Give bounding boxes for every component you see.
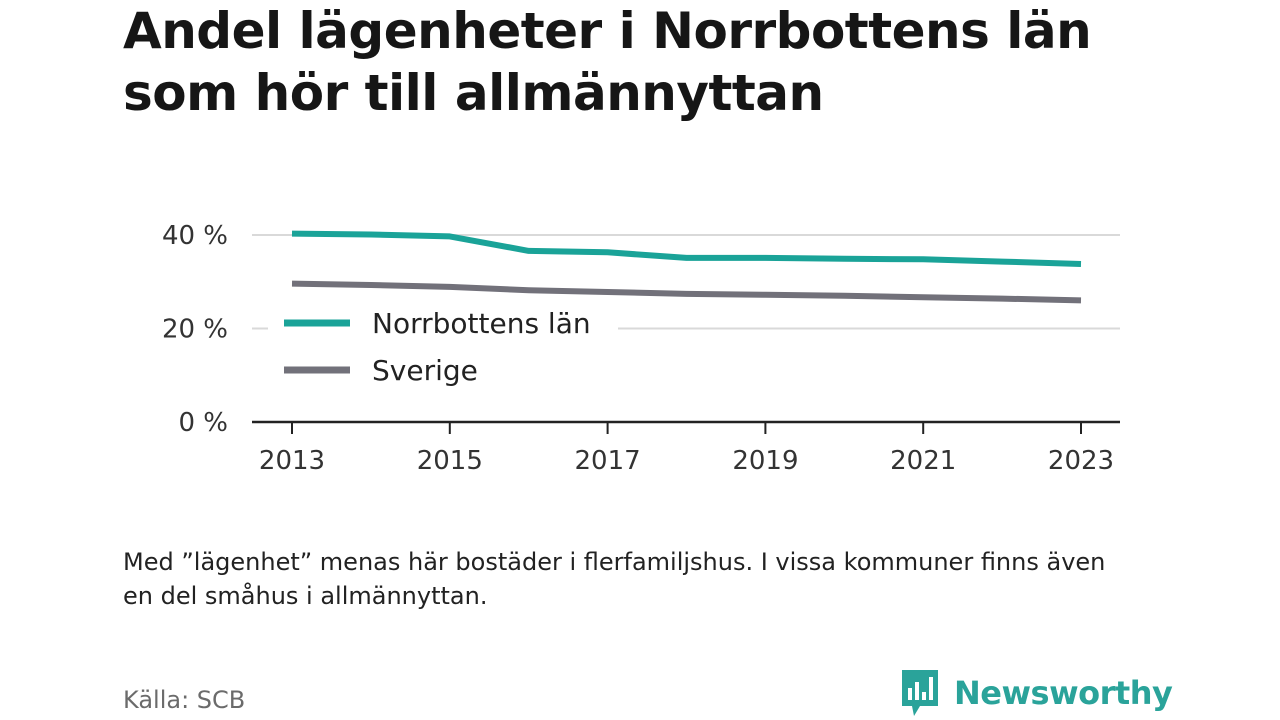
y-tick-label: 40 % bbox=[162, 221, 228, 251]
chart-title: Andel lägenheter i Norrbottens län som h… bbox=[123, 2, 1092, 122]
x-tick-label: 2021 bbox=[890, 446, 956, 476]
line-chart: 0 % 20 % 40 % 2013 2015 2017 2019 2021 2023 Norr… bbox=[162, 221, 1120, 476]
series-line bbox=[291, 230, 1082, 267]
x-tick-label: 2013 bbox=[259, 446, 325, 476]
newsworthy-logo-icon bbox=[902, 670, 938, 716]
brand-logo: Newsworthy bbox=[900, 668, 1173, 718]
chart-note: Med ”lägenhet” menas här bostäder i fler… bbox=[123, 548, 1106, 610]
x-tick-label: 2017 bbox=[575, 446, 641, 476]
x-tick-label: 2023 bbox=[1048, 446, 1114, 476]
x-tick-label: 2015 bbox=[417, 446, 483, 476]
brand-name: Newsworthy bbox=[954, 674, 1173, 712]
legend-label: Sverige bbox=[372, 354, 478, 387]
x-tick-label: 2019 bbox=[732, 446, 798, 476]
series-line bbox=[291, 280, 1082, 304]
y-tick-label: 0 % bbox=[178, 408, 228, 438]
legend-label: Norrbottens län bbox=[372, 307, 591, 340]
y-tick-label: 20 % bbox=[162, 315, 228, 345]
source-label: Källa: SCB bbox=[123, 686, 246, 714]
